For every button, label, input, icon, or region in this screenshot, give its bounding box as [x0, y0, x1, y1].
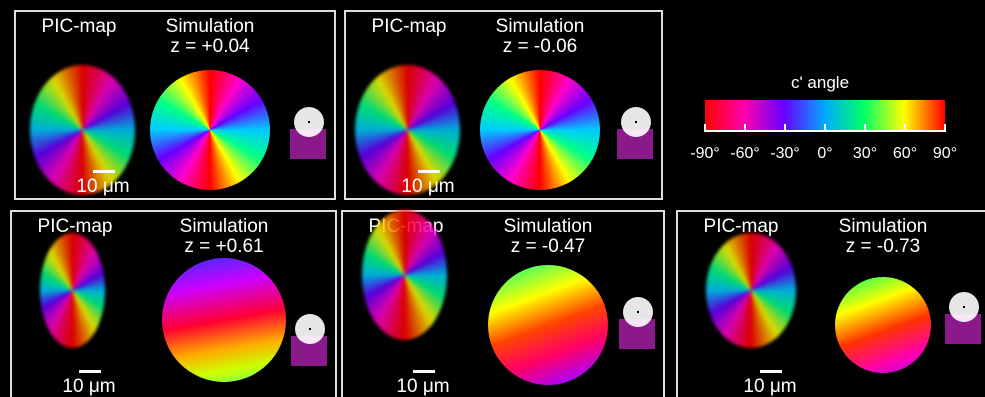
scale-label: 10 μm	[730, 376, 810, 397]
colorbar-title: c' angle	[760, 72, 880, 93]
z-label: z = -0.73	[823, 236, 943, 257]
figure: c' angle PIC-mapSimulationz = +0.0410 μm…	[0, 0, 985, 397]
pic-map	[362, 210, 447, 340]
scale-bar	[79, 370, 101, 373]
pic-label: PIC-map	[34, 16, 124, 37]
colorbar-tick	[944, 124, 946, 132]
sim-label: Simulation	[150, 16, 270, 37]
pic-map	[706, 233, 796, 348]
sim-label: Simulation	[164, 216, 284, 237]
simulation-disc	[488, 265, 608, 385]
colorbar-tick	[904, 124, 906, 132]
scale-label: 10 μm	[383, 376, 463, 397]
scale-label: 10 μm	[49, 376, 129, 397]
colorbar-tick	[704, 124, 706, 132]
orientation-dot	[963, 306, 965, 308]
sim-label: Simulation	[480, 16, 600, 37]
sim-label: Simulation	[488, 216, 608, 237]
orientation-dot	[309, 328, 311, 330]
z-label: z = -0.47	[488, 236, 608, 257]
z-label: z = +0.61	[164, 236, 284, 257]
simulation-disc	[480, 70, 600, 190]
orientation-dot	[635, 121, 637, 123]
scale-bar	[418, 170, 440, 173]
pic-map	[40, 233, 105, 348]
scale-bar	[93, 170, 115, 173]
colorbar-tick-label: 90°	[920, 143, 970, 164]
simulation-disc	[150, 70, 270, 190]
pic-label: PIC-map	[364, 16, 454, 37]
simulation-disc	[162, 258, 286, 382]
z-label: z = +0.04	[150, 36, 270, 57]
orientation-dot	[308, 121, 310, 123]
z-label: z = -0.06	[480, 36, 600, 57]
scale-bar	[760, 370, 782, 373]
colorbar-tick	[864, 124, 866, 132]
sim-label: Simulation	[823, 216, 943, 237]
colorbar-tick	[824, 124, 826, 132]
simulation-disc	[835, 277, 931, 373]
colorbar-tick	[744, 124, 746, 132]
scale-label: 10 μm	[63, 176, 143, 197]
scale-bar	[413, 370, 435, 373]
scale-label: 10 μm	[388, 176, 468, 197]
orientation-dot	[637, 311, 639, 313]
colorbar-tick	[784, 124, 786, 132]
